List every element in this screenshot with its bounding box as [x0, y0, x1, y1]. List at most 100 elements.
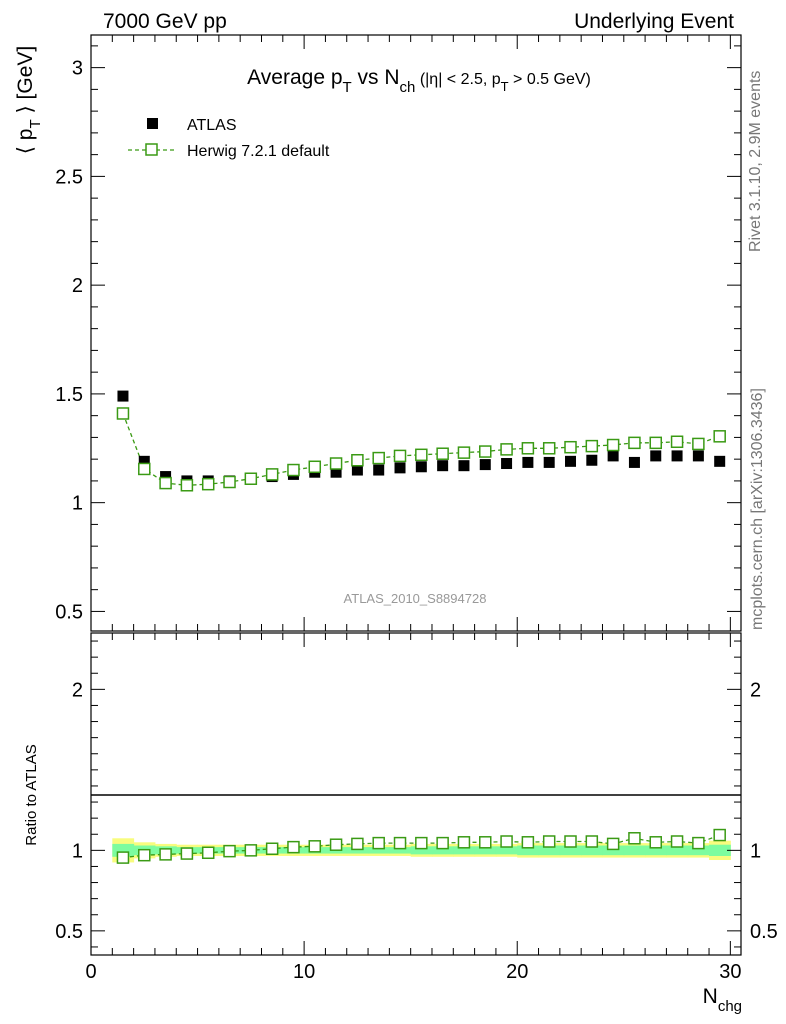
- herwig-point: [436, 447, 449, 460]
- atlas-data-point: [160, 471, 172, 483]
- ratio-y-tick-label: 0.5: [55, 921, 83, 943]
- atlas-data-point: [437, 460, 449, 472]
- herwig-point: [457, 446, 471, 459]
- x-tick-label: 10: [293, 961, 315, 983]
- herwig-point: [649, 436, 663, 450]
- atlas-data-point: [479, 459, 491, 471]
- title-part-1: Average p: [247, 66, 342, 89]
- atlas-data-point: [330, 466, 342, 478]
- ratio-herwig-point: [351, 837, 364, 851]
- x-tick-label: 30: [719, 961, 741, 983]
- ratio-herwig-point: [692, 836, 705, 850]
- main-y-tick-label: 2.5: [55, 166, 83, 188]
- ratio-herwig-point: [521, 836, 535, 849]
- herwig-point: [116, 407, 130, 420]
- atlas-data-point: [373, 464, 385, 476]
- title-sub-1: T: [343, 79, 352, 96]
- chart-title: Average pT vs Nch (|η| < 2.5, pT > 0.5 G…: [247, 66, 591, 96]
- herwig-point: [223, 475, 236, 489]
- ratio-herwig-point: [564, 835, 577, 848]
- atlas-data-point: [586, 454, 598, 466]
- ratio-inner-band: [453, 846, 476, 855]
- legend-marker-herwig: [145, 143, 158, 156]
- ratio-herwig-point: [713, 828, 726, 842]
- main-y-tick-label: 1: [72, 493, 83, 515]
- ratio-y-tick-label-right: 2: [750, 679, 761, 701]
- herwig-point: [351, 453, 364, 467]
- atlas-data-point: [117, 390, 129, 402]
- atlas-data-point: [628, 456, 640, 468]
- atlas-data-point: [607, 450, 619, 462]
- ratio-plot-frame: [90, 632, 742, 956]
- main-y-axis-label: ⟨ pT ⟩ [GeV]: [14, 46, 44, 154]
- title-part-4: > 0.5 GeV): [509, 71, 591, 88]
- atlas-data-point: [565, 455, 577, 467]
- ratio-inner-band: [389, 847, 412, 854]
- ratio-plot-marks: [116, 828, 726, 864]
- ratio-inner-band: [517, 845, 540, 856]
- herwig-point: [393, 449, 407, 463]
- x-tick-label: 0: [85, 961, 96, 983]
- ratio-y-tick-label-right: 1: [750, 840, 761, 862]
- ratio-plot-panel: 0.5 0.51 12 20 10 20 30 Ratio to ATLAS Nchg: [23, 632, 778, 1015]
- analysis-id-label: ATLAS_2010_S8894728: [344, 591, 487, 606]
- ratio-inner-band: [346, 847, 369, 854]
- herwig-point: [585, 439, 599, 453]
- herwig-point: [564, 440, 577, 454]
- herwig-point: [244, 472, 258, 485]
- ratio-herwig-point: [542, 835, 556, 848]
- ratio-herwig-point: [116, 851, 130, 864]
- herwig-point: [138, 462, 151, 476]
- ratio-herwig-point: [585, 835, 599, 848]
- ratio-herwig-point: [308, 840, 322, 853]
- herwig-point: [180, 479, 194, 492]
- ratio-herwig-point: [628, 832, 641, 845]
- atlas-data-point: [138, 455, 150, 467]
- herwig-point: [159, 476, 172, 490]
- ratio-herwig-point: [159, 848, 172, 861]
- ratio-herwig-point: [649, 836, 663, 849]
- atlas-data-point: [650, 450, 662, 462]
- legend: ATLAS Herwig 7.2.1 default: [128, 117, 330, 160]
- atlas-data-point: [543, 456, 555, 468]
- herwig-point: [628, 436, 641, 450]
- herwig-point: [265, 468, 279, 481]
- herwig-point: [287, 463, 300, 477]
- atlas-data-point: [671, 450, 683, 462]
- ratio-inner-band: [431, 846, 454, 855]
- herwig-point: [308, 460, 322, 474]
- legend-label-atlas: ATLAS: [187, 117, 237, 134]
- atlas-data-point: [522, 456, 534, 468]
- xlabel-part: N: [703, 985, 718, 1008]
- atlas-data-point: [714, 455, 726, 467]
- ratio-axis-ticks: 0.5 0.51 12 20 10 20 30: [55, 633, 778, 983]
- ratio-inner-band: [559, 845, 582, 856]
- mcplots-credit-label: mcplots.cern.ch [arXiv:1306.3436]: [749, 388, 766, 630]
- ratio-inner-band: [602, 845, 625, 856]
- ylabel-part-1: ⟨ p: [14, 129, 37, 155]
- herwig-point: [500, 443, 513, 456]
- herwig-point: [201, 477, 215, 491]
- herwig-point: [521, 442, 535, 455]
- ratio-herwig-point: [223, 844, 236, 858]
- ratio-herwig-point: [329, 838, 343, 851]
- herwig-point: [542, 442, 556, 455]
- title-sub-2: ch: [400, 79, 416, 96]
- header-left-text: 7000 GeV pp: [103, 10, 227, 33]
- herwig-point: [479, 445, 492, 458]
- ratio-y-tick-label-right: 0.5: [750, 921, 778, 943]
- ratio-herwig-line: [122, 834, 720, 859]
- herwig-point: [372, 451, 385, 465]
- ratio-inner-band: [538, 845, 561, 856]
- atlas-data-point: [394, 462, 406, 474]
- ratio-inner-band: [645, 845, 667, 856]
- title-sub-3: T: [501, 79, 509, 94]
- header-right-text: Underlying Event: [574, 10, 734, 33]
- ratio-herwig-point: [436, 836, 449, 850]
- herwig-point: [329, 457, 343, 470]
- ratio-inner-band: [581, 845, 603, 856]
- atlas-data-point: [458, 460, 470, 472]
- ratio-inner-band: [709, 844, 731, 856]
- ratio-herwig-point: [265, 842, 279, 855]
- ratio-inner-band: [623, 845, 646, 856]
